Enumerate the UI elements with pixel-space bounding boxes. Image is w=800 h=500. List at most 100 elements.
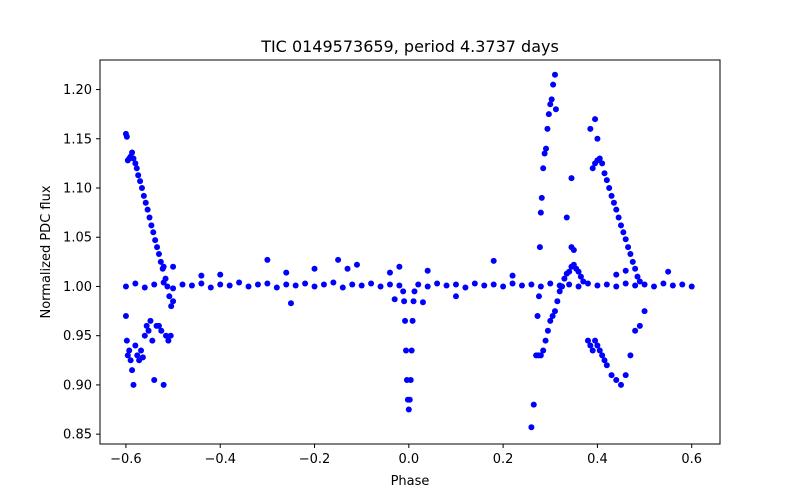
data-point-left-lower-flare-14 xyxy=(145,327,152,334)
data-point-right-upper-flare-7 xyxy=(606,185,613,191)
data-point-right-upper-flare-8 xyxy=(608,192,615,199)
chart-title: TIC 0149573659, period 4.3737 days xyxy=(260,37,559,56)
data-point-primary-eclipse-7 xyxy=(406,396,413,403)
data-point-baseline-17 xyxy=(283,281,290,288)
data-point-baseline-7 xyxy=(188,282,195,289)
y-tick-label-2: 0.95 xyxy=(63,329,92,344)
x-tick-label-0: −0.6 xyxy=(110,452,142,467)
data-point-right-upper-flare-0 xyxy=(589,165,596,172)
data-point-outliers-14 xyxy=(613,271,620,278)
y-tick-label-3: 1.00 xyxy=(63,280,92,295)
data-point-right-upper-flare-3 xyxy=(596,155,603,162)
data-point-right-upper-flare-10 xyxy=(613,206,620,213)
data-point-baseline-38 xyxy=(490,281,497,288)
data-point-baseline-51 xyxy=(613,283,620,290)
data-point-right-upper-flare-16 xyxy=(627,250,634,257)
data-point-right-upper-flare-9 xyxy=(610,199,617,206)
data-point-right-upper-flare-21 xyxy=(592,116,599,123)
data-point-outliers-0 xyxy=(264,256,271,263)
data-point-left-lower-flare-23 xyxy=(165,337,172,344)
data-point-baseline-2 xyxy=(141,284,148,291)
data-point-right-upper-flare-13 xyxy=(620,229,627,236)
data-point-baseline-44 xyxy=(547,280,554,287)
data-point-left-upper-flare-18 xyxy=(152,237,159,244)
x-tick-label-5: 0.4 xyxy=(587,452,608,467)
data-point-outliers-12 xyxy=(217,271,224,278)
data-point-right-rising-spike-15 xyxy=(550,81,557,88)
data-point-right-rising-spike-17 xyxy=(552,106,559,113)
data-point-right-lower-arc-35 xyxy=(636,322,643,329)
data-point-baseline-3 xyxy=(151,281,158,288)
data-point-right-upper-flare-22 xyxy=(594,135,601,142)
data-point-left-lower-flare-12 xyxy=(141,332,148,339)
data-point-outliers-13 xyxy=(198,272,205,279)
data-point-right-lower-arc-27 xyxy=(601,357,608,364)
data-point-right-lower-arc-32 xyxy=(622,372,629,379)
data-point-baseline-6 xyxy=(179,281,186,288)
data-point-left-lower-flare-1 xyxy=(123,337,130,344)
data-point-baseline-35 xyxy=(462,284,469,291)
x-tick-label-6: 0.6 xyxy=(681,452,702,467)
data-point-baseline-33 xyxy=(443,282,450,289)
x-axis-label: Phase xyxy=(391,474,430,489)
y-axis: 0.85 0.90 0.95 1.00 1.05 1.10 1.15 1.20 xyxy=(63,83,100,443)
data-point-right-upper-flare-12 xyxy=(617,222,624,229)
data-point-right-lower-arc-33 xyxy=(627,352,634,359)
data-point-left-upper-flare-10 xyxy=(137,178,144,185)
data-point-baseline-56 xyxy=(660,280,667,287)
data-point-baseline-58 xyxy=(679,281,686,288)
data-point-right-upper-flare-11 xyxy=(615,214,622,221)
data-point-outliers-2 xyxy=(287,300,294,307)
data-point-right-lower-arc-20 xyxy=(584,337,591,344)
data-point-baseline-48 xyxy=(584,280,591,287)
data-point-baseline-32 xyxy=(434,280,441,287)
data-point-right-upper-flare-18 xyxy=(632,265,639,272)
data-point-outliers-9 xyxy=(424,267,431,274)
data-point-left-upper-flare-26 xyxy=(166,293,173,300)
data-point-outliers-5 xyxy=(344,265,351,272)
data-point-right-lower-arc-4 xyxy=(544,327,551,334)
data-point-baseline-29 xyxy=(396,282,403,289)
data-point-left-lower-flare-24 xyxy=(167,332,174,339)
data-point-baseline-54 xyxy=(641,281,648,288)
data-point-right-lower-arc-36 xyxy=(641,308,648,315)
data-points xyxy=(122,71,695,431)
data-point-right-rising-spike-3 xyxy=(534,313,541,319)
data-point-outliers-11 xyxy=(509,272,516,279)
data-point-primary-eclipse-6 xyxy=(405,406,412,413)
data-point-baseline-9 xyxy=(207,284,214,291)
data-point-primary-eclipse-11 xyxy=(410,298,417,305)
y-tick-label-1: 0.90 xyxy=(63,378,92,393)
data-point-left-upper-flare-27 xyxy=(168,303,175,310)
data-point-baseline-25 xyxy=(358,282,365,289)
x-axis: −0.6 −0.4 −0.2 0.0 0.2 0.4 0.6 xyxy=(110,444,702,467)
data-point-baseline-34 xyxy=(452,281,459,288)
data-point-baseline-28 xyxy=(386,281,393,288)
data-point-baseline-41 xyxy=(518,282,525,289)
data-point-baseline-27 xyxy=(377,283,384,290)
data-point-right-upper-flare-17 xyxy=(629,258,636,265)
data-point-outliers-8 xyxy=(396,263,403,270)
data-point-outliers-10 xyxy=(490,257,497,264)
data-point-baseline-0 xyxy=(122,283,129,290)
y-axis-label: Normalized PDC flux xyxy=(39,185,54,318)
data-point-right-lower-arc-34 xyxy=(632,327,639,334)
data-point-baseline-15 xyxy=(264,280,271,287)
data-point-left-lower-flare-10 xyxy=(138,347,145,354)
data-point-right-upper-flare-20 xyxy=(636,278,643,285)
data-point-right-lower-arc-39 xyxy=(568,175,575,182)
x-tick-label-4: 0.2 xyxy=(493,452,514,467)
plot-frame xyxy=(99,59,721,445)
data-point-left-upper-flare-7 xyxy=(132,160,139,167)
data-point-baseline-21 xyxy=(320,281,327,288)
data-point-right-upper-flare-23 xyxy=(587,125,594,132)
data-point-left-lower-flare-21 xyxy=(160,381,167,388)
data-point-left-lower-flare-6 xyxy=(130,381,137,388)
data-point-baseline-16 xyxy=(273,284,280,291)
data-point-right-lower-arc-22 xyxy=(589,347,596,354)
data-point-baseline-11 xyxy=(226,282,233,289)
data-point-baseline-24 xyxy=(349,281,356,288)
data-point-left-upper-flare-21 xyxy=(157,258,164,265)
